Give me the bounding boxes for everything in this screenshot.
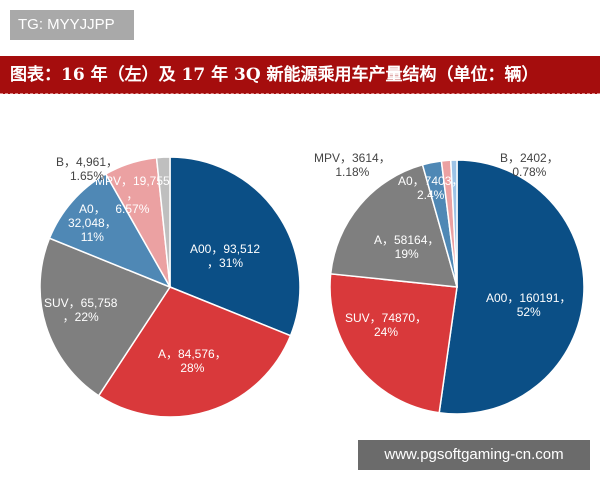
pie-slice-20173Q-a00 xyxy=(438,159,585,415)
label-2017-suv: SUV，74870， 24% xyxy=(345,311,428,339)
pie-slice-2016-a xyxy=(97,286,292,418)
label-2016-a0: A0， 32,048， 11% xyxy=(68,202,117,244)
label-2016-suv: SUV，65,758 ，22% xyxy=(44,296,118,324)
label-2016-a00: A00，93,512 ，31% xyxy=(190,242,261,270)
label-2017-a00: A00，160191， 52% xyxy=(486,291,572,319)
label-2016-mpv: MPV，19,755 ， 6.57% xyxy=(95,174,170,216)
label-2016-b: B，4,961， 1.65% xyxy=(56,155,119,183)
pie-slice-2016-a0 xyxy=(48,172,172,289)
label-2017-a: A，58164， 19% xyxy=(374,233,440,261)
pie-slice-2016-b xyxy=(155,156,171,288)
label-2016-a: A，84,576， 28% xyxy=(158,347,227,375)
top-watermark: TG: MYYJJPP xyxy=(10,10,134,40)
chart-title: 图表：16 年（左）及 17 年 3Q 新能源乘用车产量结构（单位：辆） xyxy=(0,56,600,94)
pie-slice-20173Q-suv xyxy=(329,272,458,414)
pie-slice-2016-suv xyxy=(39,237,172,397)
pie-slice-2016-a00 xyxy=(169,156,301,337)
pie-slice-20173Q-a xyxy=(329,163,459,288)
label-2017-a0: A0，7403， 2.4% xyxy=(398,174,464,202)
bottom-watermark: www.pgsoftgaming-cn.com xyxy=(358,440,590,470)
label-2017-b: B，2402， 0.78% xyxy=(500,151,559,179)
pie-slice-20173Q-b xyxy=(449,159,458,288)
label-2017-mpv: MPV，3614， 1.18% xyxy=(314,151,391,179)
